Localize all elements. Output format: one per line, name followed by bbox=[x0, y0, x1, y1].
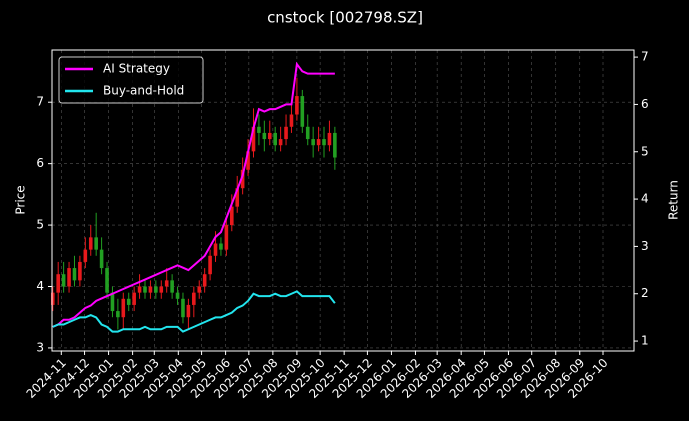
candle-body bbox=[229, 206, 234, 226]
candle-body bbox=[72, 268, 77, 281]
candle-body bbox=[197, 286, 202, 293]
candle-body bbox=[213, 243, 218, 256]
candle-body bbox=[88, 237, 93, 250]
candle-body bbox=[67, 268, 71, 287]
candle-body bbox=[159, 286, 164, 293]
candle-body bbox=[246, 151, 250, 170]
candle-body bbox=[327, 132, 332, 146]
candle-body bbox=[50, 292, 55, 305]
candle-body bbox=[257, 126, 261, 133]
return-line bbox=[52, 290, 336, 333]
y2-tick-label: 4 bbox=[641, 192, 649, 206]
candle-body bbox=[262, 132, 267, 140]
candle-body bbox=[116, 311, 120, 318]
candle-body bbox=[186, 304, 191, 318]
legend-box bbox=[58, 56, 204, 104]
candle-body bbox=[322, 139, 326, 146]
candle-body bbox=[273, 132, 277, 146]
y-tick-label: 3 bbox=[36, 340, 44, 354]
y2-tick-label: 5 bbox=[641, 144, 649, 158]
candle-body bbox=[175, 292, 180, 299]
y2-axis-label: Return bbox=[667, 180, 681, 220]
y2-tick-label: 2 bbox=[641, 286, 649, 300]
candle-body bbox=[154, 286, 158, 293]
candle-body bbox=[278, 139, 283, 146]
candle-body bbox=[208, 255, 212, 275]
legend-label: AI Strategy bbox=[103, 62, 170, 76]
candle-body bbox=[333, 132, 337, 158]
legend-label: Buy-and-Hold bbox=[103, 84, 184, 98]
candle-body bbox=[224, 225, 229, 250]
candle-body bbox=[170, 280, 174, 293]
candle-body bbox=[56, 274, 60, 293]
candle-body bbox=[192, 292, 196, 305]
plot-frame bbox=[51, 49, 635, 352]
y2-tick-label: 1 bbox=[641, 334, 649, 348]
candle-body bbox=[267, 132, 272, 140]
candle-body bbox=[143, 286, 147, 293]
y-tick-label: 7 bbox=[36, 95, 44, 109]
candle-body bbox=[132, 292, 136, 305]
candle-body bbox=[295, 96, 299, 115]
candle-body bbox=[240, 169, 245, 189]
candle-body bbox=[94, 237, 98, 250]
candle-body bbox=[164, 280, 169, 287]
return-line bbox=[52, 61, 335, 328]
candle-body bbox=[219, 243, 223, 250]
candle-body bbox=[181, 298, 185, 318]
y2-tick-label: 6 bbox=[641, 97, 649, 111]
candle-body bbox=[99, 249, 104, 269]
y-tick-label: 4 bbox=[36, 279, 44, 293]
candle-body bbox=[110, 292, 115, 312]
chart-title: cnstock [002798.SZ] bbox=[267, 9, 423, 27]
candle-body bbox=[148, 286, 153, 293]
candle-body bbox=[105, 268, 109, 293]
candle-body bbox=[78, 261, 82, 281]
candle-body bbox=[284, 126, 288, 140]
candle-body bbox=[251, 126, 256, 152]
candle-body bbox=[305, 126, 310, 140]
candle-body bbox=[121, 298, 126, 318]
y-tick-label: 5 bbox=[36, 218, 44, 232]
candle-body bbox=[202, 274, 207, 287]
candle-body bbox=[126, 298, 131, 305]
candle-body bbox=[137, 286, 142, 293]
y2-tick-label: 3 bbox=[641, 239, 649, 253]
candle-body bbox=[316, 139, 321, 146]
candle-body bbox=[289, 114, 294, 127]
candle-body bbox=[311, 139, 315, 146]
y-axis-label: Price bbox=[14, 185, 28, 214]
y2-tick-label: 7 bbox=[641, 50, 649, 64]
candle-body bbox=[61, 274, 66, 287]
y-tick-label: 6 bbox=[36, 156, 44, 170]
candle-body bbox=[235, 188, 240, 207]
candle-body bbox=[83, 249, 88, 262]
candle-body bbox=[300, 96, 305, 127]
